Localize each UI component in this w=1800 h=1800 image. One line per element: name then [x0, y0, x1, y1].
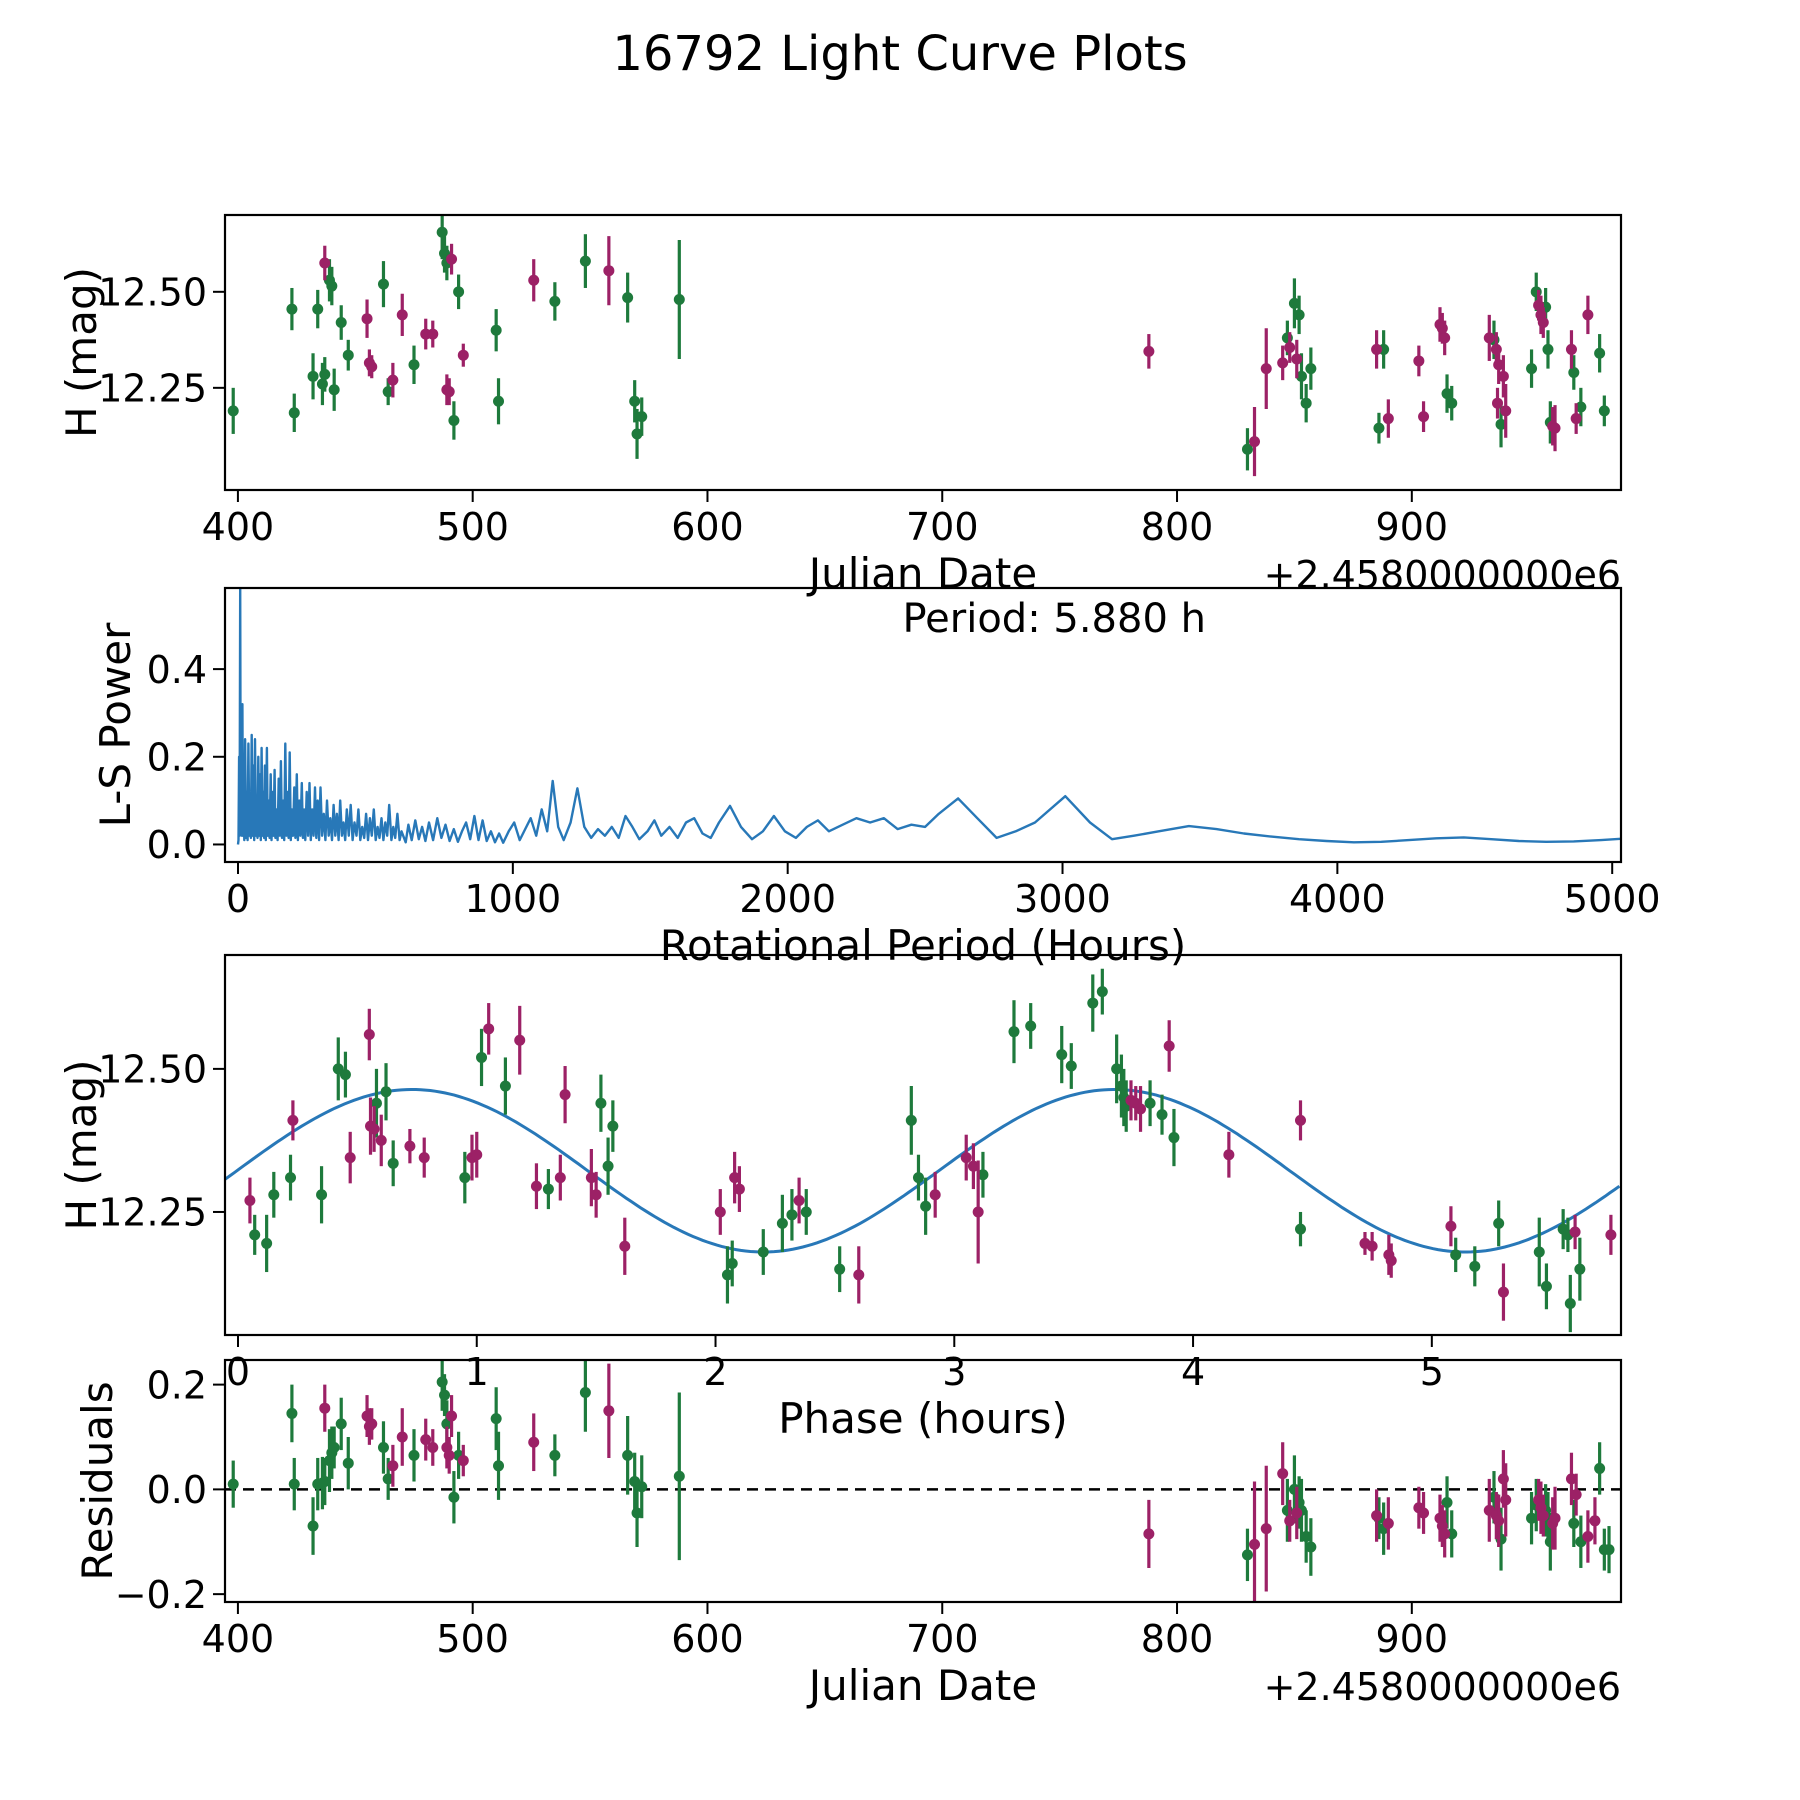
y-tick-label: 0.4 — [147, 648, 207, 692]
periodogram-plot-area — [236, 588, 1621, 845]
sinusoid-fit-line — [225, 1088, 1621, 1254]
figure-title: 16792 Light Curve Plots — [612, 26, 1188, 82]
x-tick-label: 800 — [1141, 505, 1214, 549]
x-tick-label: 400 — [202, 505, 275, 549]
lightcurve-ylabel: H (mag) — [57, 267, 106, 438]
plot-residuals: 400 500 600 700 800 900 −0.2 0.0 0.2 Julian Date +… — [73, 1358, 1623, 1710]
y-tick-label: 0.2 — [147, 735, 207, 779]
residuals-frame — [223, 1358, 1623, 1604]
x-tick-label: 3 — [942, 1350, 966, 1394]
residuals-survey-purple-points — [319, 1363, 1601, 1602]
periodogram-ylabel: L-S Power — [91, 622, 140, 828]
x-tick-label: 1000 — [464, 877, 561, 921]
x-tick-label: 700 — [906, 1617, 979, 1661]
periodogram-line — [236, 588, 1621, 845]
phase-curve-survey-purple-points — [244, 1003, 1617, 1321]
periodogram-xlabel: Rotational Period (Hours) — [660, 921, 1187, 970]
x-tick-label: 0 — [226, 877, 250, 921]
lightcurve-xlabel: Julian Date — [806, 549, 1037, 598]
lightcurve-survey-purple-points — [319, 236, 1594, 477]
y-tick-label: 12.50 — [98, 270, 207, 314]
x-tick-label: 800 — [1141, 1617, 1214, 1661]
residuals-ylabel: Residuals — [73, 1381, 122, 1580]
y-tick-label: 0.0 — [147, 823, 207, 867]
period-annotation: Period: 5.880 h — [902, 596, 1206, 642]
lightcurve-plot-area — [227, 215, 1610, 477]
residuals-axis-offset-text: +2.4580000000e6 — [1264, 1665, 1621, 1709]
plot-phase-curve: 0 1 2 3 4 5 12.25 12.50 Phase (hours) H (mag) — [57, 953, 1623, 1443]
phase-curve-xlabel: Phase (hours) — [778, 1394, 1068, 1443]
x-tick-label: 500 — [436, 1617, 509, 1661]
lightcurve-axis-offset-text: +2.4580000000e6 — [1264, 553, 1621, 597]
x-tick-label: 500 — [436, 505, 509, 549]
phase-curve-survey-green-points — [249, 968, 1586, 1333]
x-tick-label: 600 — [671, 1617, 744, 1661]
y-tick-label: 0.2 — [147, 1363, 207, 1407]
phase-curve-frame — [223, 953, 1623, 1337]
phase-curve-plot-area — [225, 968, 1621, 1333]
plot-periodogram: 0 1000 2000 3000 4000 5000 0.0 0.2 0.4 Rotational… — [91, 586, 1661, 970]
x-tick-label: 4000 — [1289, 877, 1386, 921]
x-tick-label: 900 — [1376, 1617, 1449, 1661]
x-tick-label: 600 — [671, 505, 744, 549]
x-tick-label: 5000 — [1564, 877, 1661, 921]
x-tick-label: 900 — [1376, 505, 1449, 549]
residuals-plot-area — [225, 1360, 1621, 1602]
y-tick-label: 12.25 — [98, 1191, 207, 1235]
x-tick-label: 5 — [1420, 1350, 1444, 1394]
periodogram-frame — [223, 586, 1623, 864]
residuals-survey-green-points — [227, 1360, 1615, 1582]
plot-lightcurve: 400 500 600 700 800 900 12.25 12.50 Julian Date +… — [57, 213, 1623, 598]
lightcurve-frame — [223, 213, 1623, 492]
x-tick-label: 700 — [906, 505, 979, 549]
residuals-xlabel: Julian Date — [806, 1661, 1037, 1710]
x-tick-label: 1 — [465, 1350, 489, 1394]
y-tick-label: 12.50 — [98, 1048, 207, 1092]
y-tick-label: −0.2 — [115, 1573, 207, 1617]
y-tick-label: 0.0 — [147, 1468, 207, 1512]
x-tick-label: 0 — [226, 1350, 250, 1394]
x-tick-label: 2000 — [739, 877, 836, 921]
x-tick-label: 400 — [202, 1617, 275, 1661]
x-tick-label: 2 — [703, 1350, 727, 1394]
x-tick-label: 4 — [1181, 1350, 1205, 1394]
x-tick-label: 3000 — [1014, 877, 1111, 921]
y-tick-label: 12.25 — [98, 367, 207, 411]
phase-curve-ylabel: H (mag) — [57, 1059, 106, 1230]
